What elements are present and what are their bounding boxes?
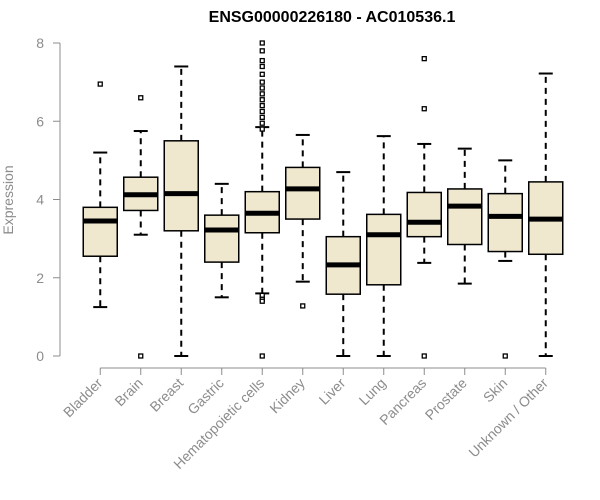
outlier-point: [421, 106, 427, 112]
box-liver: [325, 171, 361, 357]
box-lung: [366, 135, 402, 357]
box-bladder: [82, 81, 118, 309]
box-iqr: [285, 166, 321, 220]
outlier-point: [259, 57, 265, 64]
box-unknown-other: [528, 72, 564, 357]
outlier-point: [259, 102, 265, 109]
box-hematopoietic-cells: [244, 40, 280, 359]
y-tick-label: 4: [36, 192, 44, 208]
y-axis-title: Expression: [0, 165, 16, 234]
outlier-point: [502, 353, 508, 359]
box-kidney: [285, 133, 321, 309]
y-tick-label: 2: [36, 270, 44, 286]
box-gastric: [204, 182, 240, 299]
x-tick-label: Lung: [356, 375, 389, 408]
outlier-point: [97, 81, 103, 87]
y-axis: 0 2 4 6 8: [36, 35, 61, 364]
x-tick-label: Kidney: [266, 375, 308, 417]
outlier-point: [259, 48, 265, 54]
box-iqr: [82, 206, 118, 257]
outlier-point: [259, 353, 265, 359]
box-iqr: [163, 140, 199, 232]
box-iqr: [406, 191, 442, 238]
outlier-point: [300, 303, 306, 309]
box-breast: [163, 65, 199, 357]
x-tick-label: Prostate: [422, 375, 470, 423]
outlier-point: [259, 108, 265, 115]
x-tick-label: Breast: [146, 375, 186, 415]
outlier-point: [259, 79, 265, 85]
x-tick-label: Liver: [316, 375, 349, 408]
y-tick-label: 0: [36, 348, 44, 364]
y-tick-label: 6: [36, 113, 44, 129]
box-prostate: [447, 147, 483, 285]
outlier-point: [259, 97, 265, 103]
outlier-point: [259, 126, 265, 132]
outlier-point: [259, 298, 265, 304]
outlier-point: [421, 353, 427, 359]
outlier-point: [259, 114, 265, 120]
outlier-point: [259, 120, 265, 126]
outlier-point: [259, 85, 265, 91]
outlier-point: [259, 63, 265, 70]
chart-title: ENSG00000226180 - AC010536.1: [209, 9, 456, 26]
box-iqr: [487, 192, 523, 253]
box-iqr: [366, 213, 402, 286]
box-pancreas: [406, 56, 442, 359]
outlier-point: [259, 71, 265, 77]
outlier-point: [259, 91, 265, 97]
y-tick-label: 8: [36, 35, 44, 51]
outlier-point: [138, 95, 144, 101]
outlier-point: [259, 40, 265, 46]
x-tick-label: Skin: [480, 375, 511, 406]
x-tick-label: Brain: [111, 375, 145, 409]
outlier-point: [138, 353, 144, 359]
x-tick-label: Bladder: [60, 375, 106, 421]
box-iqr: [447, 188, 483, 246]
box-skin: [487, 159, 523, 359]
box-brain: [123, 95, 159, 359]
box-iqr: [204, 214, 240, 263]
outlier-point: [421, 56, 427, 62]
boxes: [82, 40, 564, 359]
